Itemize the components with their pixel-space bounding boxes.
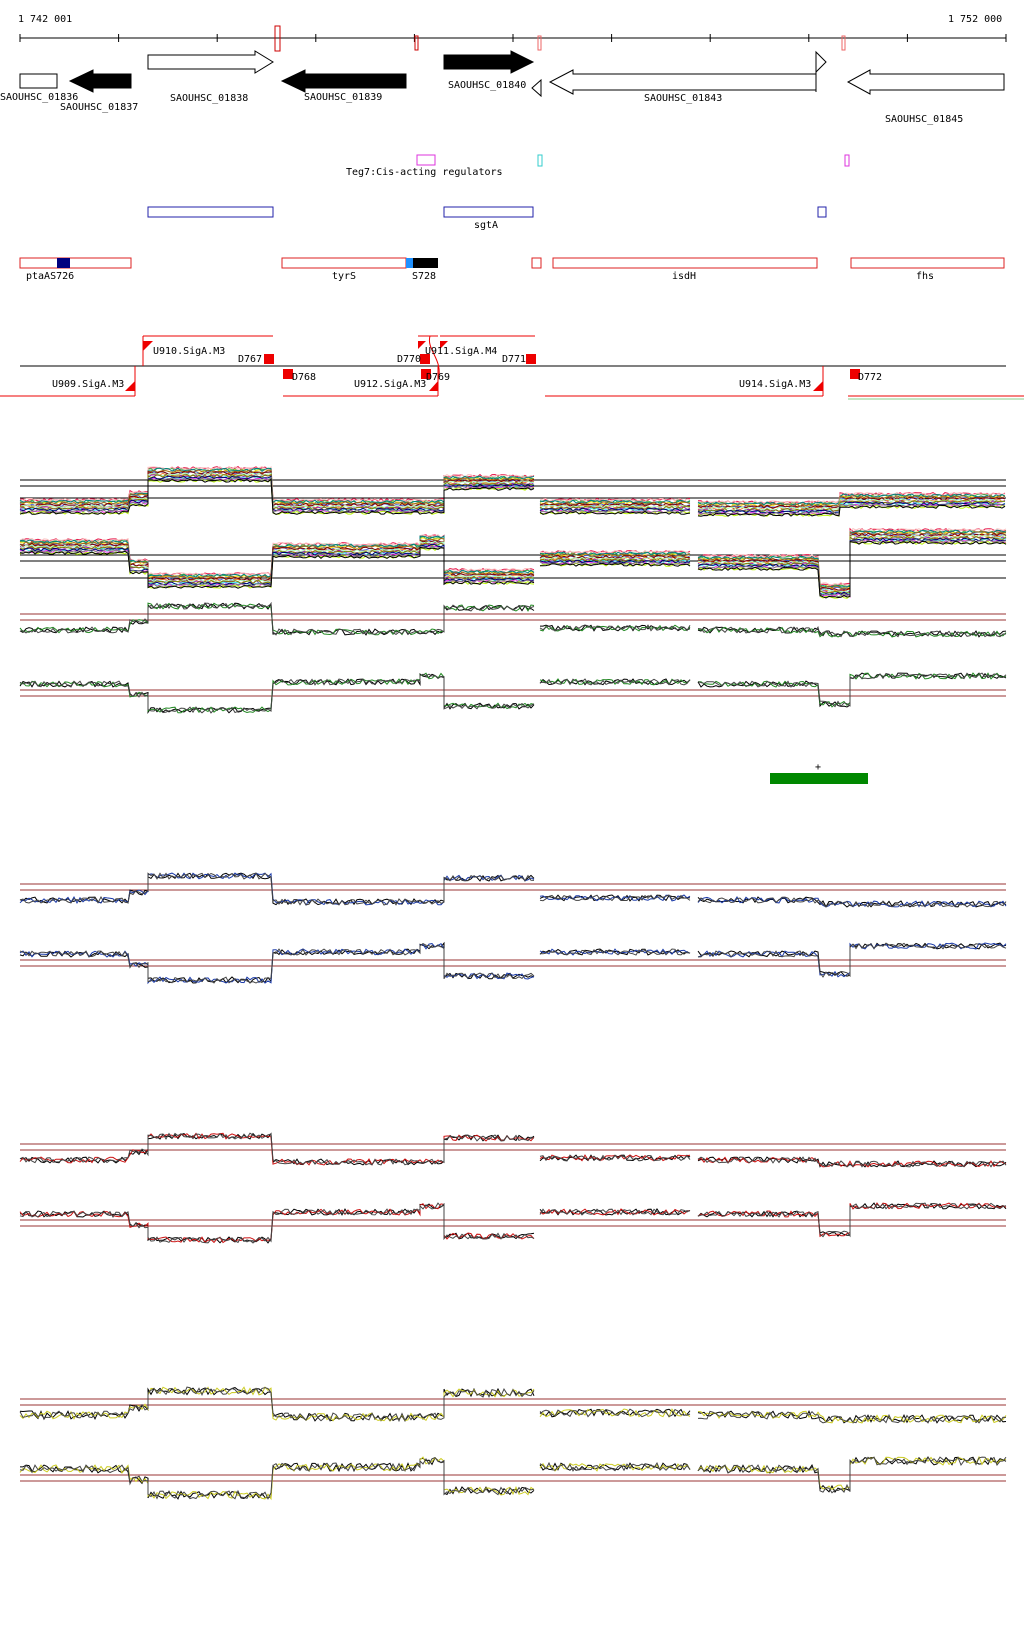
start-coordinate: 1 742 001 [18, 14, 72, 25]
regulator-track: Teg7:Cis-acting regulators [346, 154, 850, 178]
operon-track: ptaAS726 tyrS S728 isdH fhs [19, 257, 1005, 282]
sgt-label: sgtA [474, 220, 498, 231]
operon-marker [413, 258, 438, 268]
gene-saouhsc-01838[interactable]: SAOUHSC_01838 [147, 50, 274, 104]
sigma-label: U909.SigA.M3 [52, 379, 124, 390]
operon-label: S728 [412, 271, 436, 282]
operon-marker [406, 258, 413, 268]
operon-feature[interactable] [281, 257, 407, 269]
regulator-feature[interactable] [537, 154, 543, 167]
gene-saouhsc-01840[interactable]: SAOUHSC_01840 [443, 50, 542, 98]
sgt-feature[interactable] [147, 206, 274, 218]
sigma-track: U910.SigA.M3 D767 D768 U909.SigA.M3 D770… [0, 335, 1024, 400]
gene-saouhsc-01837[interactable]: SAOUHSC_01837 [60, 69, 138, 113]
operon-label: isdH [672, 271, 696, 282]
end-coordinate: 1 752 000 [948, 14, 1002, 25]
gene-saouhsc-01843[interactable]: SAOUHSC_01843 [548, 50, 827, 104]
gene-label: SAOUHSC_01839 [304, 92, 382, 103]
multi-condition-expression-track [19, 465, 1007, 599]
ruler-marker [537, 35, 542, 51]
sigma-label: U910.SigA.M3 [153, 346, 225, 357]
gene-saouhsc-01836[interactable]: SAOUHSC_01836 [0, 73, 78, 103]
expression-track-blue [19, 872, 1007, 985]
gene-label: SAOUHSC_01838 [170, 93, 248, 104]
gene-label: SAOUHSC_01840 [448, 80, 526, 91]
operon-label: ptaAS726 [26, 271, 74, 282]
ruler-marker [274, 25, 281, 52]
operon-feature[interactable] [552, 257, 818, 269]
coordinate-ruler: 1 742 001 1 752 000 [18, 14, 1007, 52]
sigma-label: D768 [292, 372, 316, 383]
gene-label: SAOUHSC_01837 [60, 102, 138, 113]
ruler-marker [841, 35, 846, 51]
regulator-feature[interactable] [844, 154, 850, 167]
ruler-marker [414, 35, 419, 51]
expression-track-green [19, 601, 1007, 714]
sigma-label: D771 [502, 354, 526, 365]
gene-saouhsc-01845[interactable]: SAOUHSC_01845 [846, 69, 1005, 125]
sigma-label: U914.SigA.M3 [739, 379, 811, 390]
expression-track-yellow [19, 1386, 1007, 1501]
sgt-feature[interactable] [817, 206, 827, 218]
regulator-label: Teg7:Cis-acting regulators [346, 167, 503, 178]
sigma-label: D769 [426, 372, 450, 383]
expression-track-red [19, 1132, 1007, 1244]
gene-label: SAOUHSC_01836 [0, 92, 78, 103]
operon-feature[interactable] [19, 257, 132, 269]
gene-track: SAOUHSC_01836 SAOUHSC_01837 SAOUHSC_0183… [0, 50, 1005, 125]
sigma-label: D770 [397, 354, 421, 365]
operon-feature[interactable] [531, 257, 542, 269]
operon-marker [57, 258, 70, 268]
gene-label: SAOUHSC_01843 [644, 93, 722, 104]
operon-label: tyrS [332, 271, 356, 282]
sgt-feature[interactable] [443, 206, 534, 218]
regulator-feature[interactable] [416, 154, 436, 166]
operon-feature[interactable] [850, 257, 1005, 269]
sgt-track: sgtA [147, 206, 827, 231]
highlight-band-label: + [815, 762, 821, 773]
sigma-label: U912.SigA.M3 [354, 379, 426, 390]
sigma-label: D767 [238, 354, 262, 365]
highlight-band[interactable]: + [770, 762, 868, 784]
sigma-label: D772 [858, 372, 882, 383]
gene-label: SAOUHSC_01845 [885, 114, 963, 125]
operon-label: fhs [916, 271, 934, 282]
sigma-label: U911.SigA.M4 [425, 346, 497, 357]
gene-saouhsc-01839[interactable]: SAOUHSC_01839 [280, 69, 407, 103]
